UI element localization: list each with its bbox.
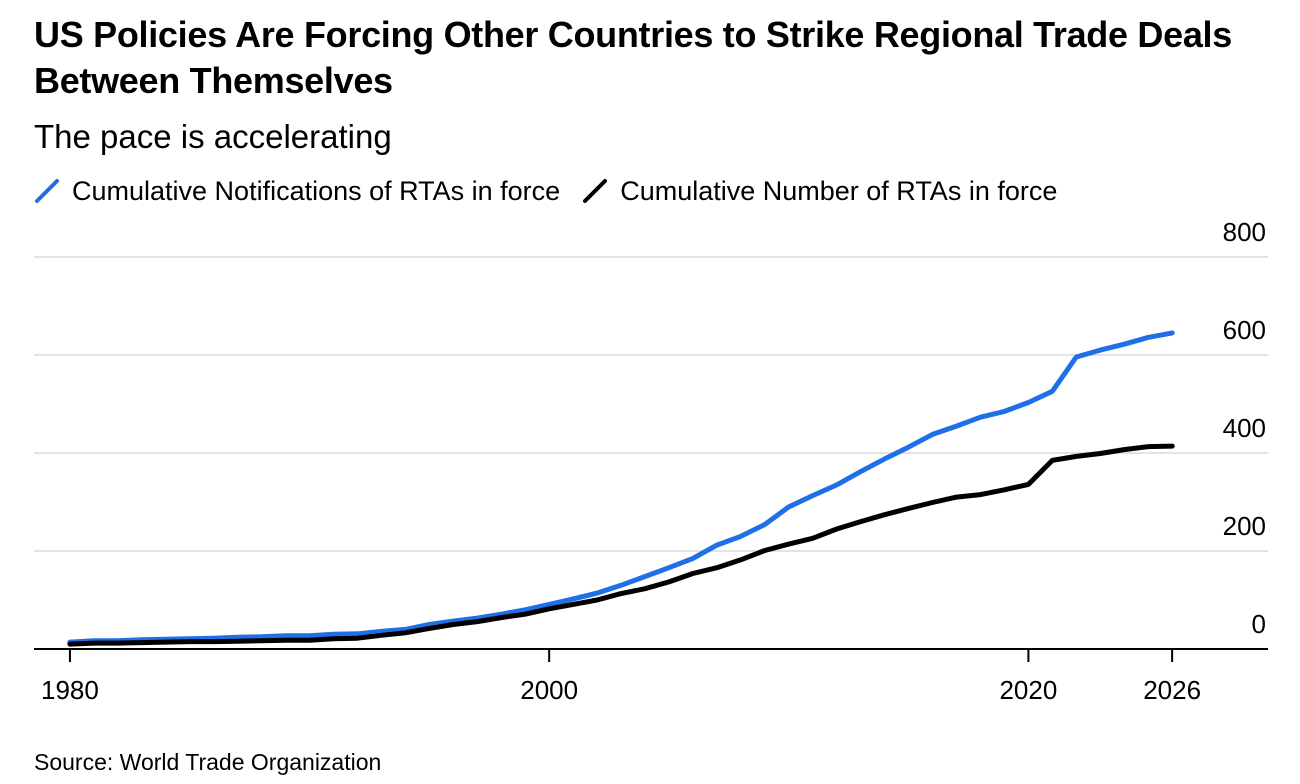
source-note: Source: World Trade Organization <box>34 749 382 775</box>
y-tick-label-800: 800 <box>1223 217 1266 247</box>
y-tick-label-600: 600 <box>1223 315 1266 345</box>
x-tick-label-2020: 2020 <box>999 675 1057 705</box>
legend-swatch-number <box>583 179 608 203</box>
chart-title: US Policies Are Forcing Other Countries … <box>34 14 1232 101</box>
x-tick-label-2000: 2000 <box>520 675 578 705</box>
x-tick-label-2026: 2026 <box>1143 675 1201 705</box>
x-axis: 1980 2000 2020 2026 <box>34 648 1268 705</box>
legend-swatch-notifications <box>35 179 59 203</box>
series-line-number <box>67 443 1175 647</box>
chart-subtitle: The pace is accelerating <box>34 118 392 155</box>
y-tick-label-0: 0 <box>1252 609 1266 639</box>
legend-item-number: Cumulative Number of RTAs in force <box>582 176 1057 207</box>
legend-label-notifications: Cumulative Notifications of RTAs in forc… <box>72 175 561 206</box>
line-chart: 0 200 400 600 800 1980 2000 2020 2026 <box>34 217 1268 705</box>
series-line-notifications <box>67 330 1175 645</box>
series-group <box>67 330 1175 647</box>
gridlines <box>34 256 1268 552</box>
legend-item-notifications: Cumulative Notifications of RTAs in forc… <box>34 176 560 207</box>
legend-label-number: Cumulative Number of RTAs in force <box>620 175 1058 206</box>
x-tick-label-1980: 1980 <box>41 675 99 705</box>
y-axis-ticks: 0 200 400 600 800 <box>1223 217 1266 639</box>
y-tick-label-200: 200 <box>1223 511 1266 541</box>
legend: Cumulative Notifications of RTAs in forc… <box>34 172 1079 210</box>
y-tick-label-400: 400 <box>1223 413 1266 443</box>
